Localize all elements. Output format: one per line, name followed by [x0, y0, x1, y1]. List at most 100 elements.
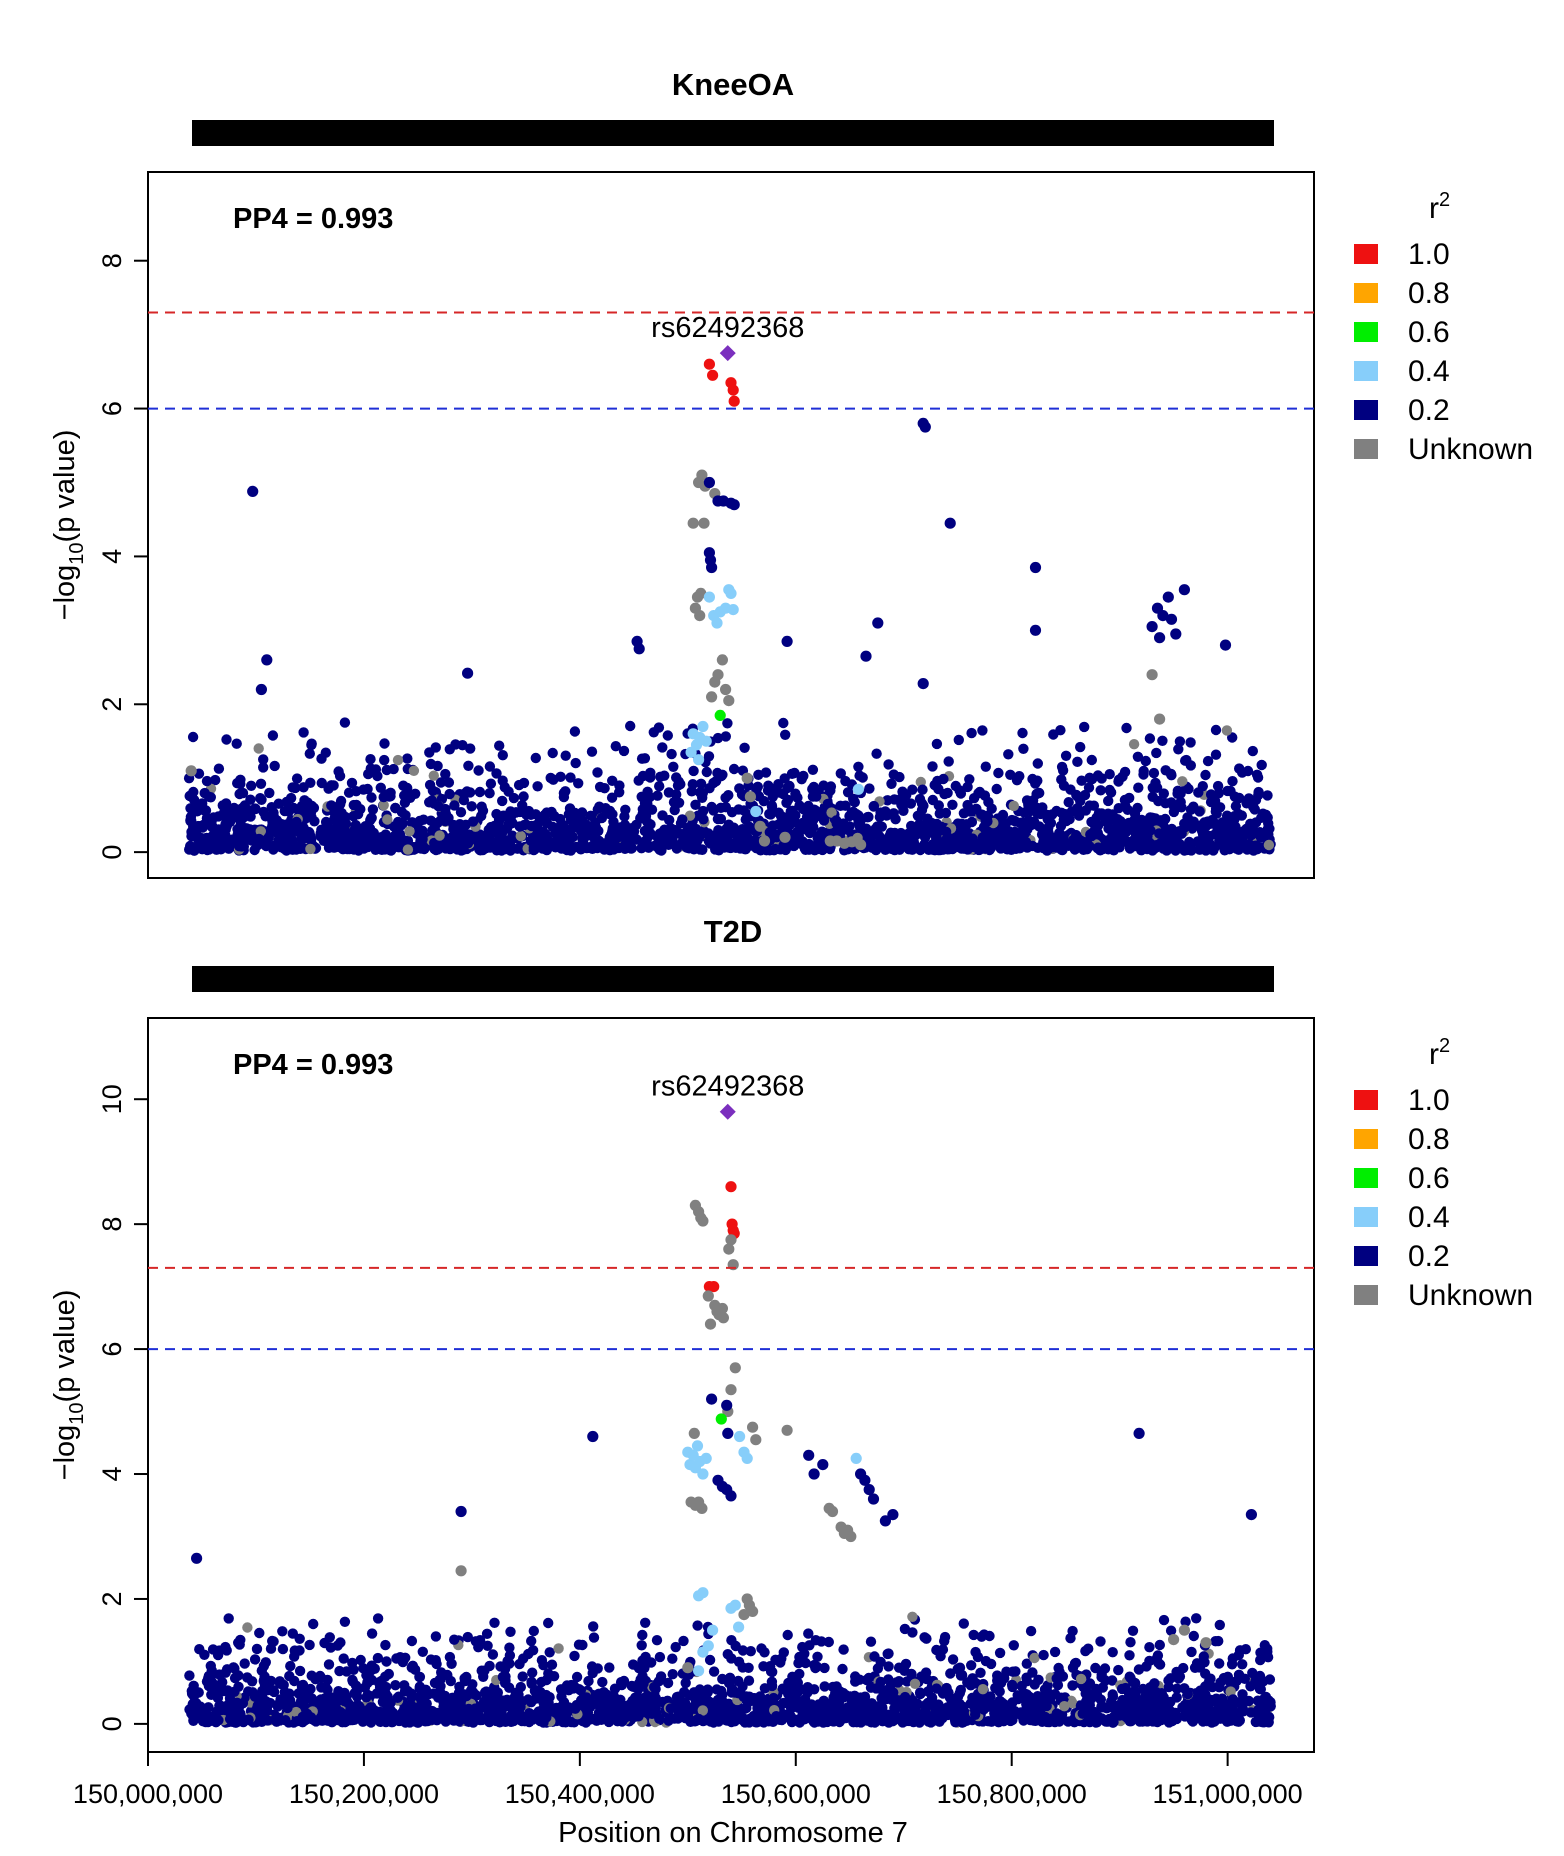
- snp-point-r02: [334, 807, 345, 819]
- legend-title: r2: [1429, 1035, 1450, 1071]
- snp-point-r02: [1103, 795, 1114, 807]
- snp-point-r02: [1234, 1645, 1246, 1656]
- snp-point-r02: [738, 805, 750, 816]
- snp-point-r02: [1245, 1509, 1257, 1521]
- snp-point-r02: [1174, 736, 1186, 747]
- snp-point-r02: [403, 1706, 414, 1717]
- snp-point-r02: [1003, 749, 1014, 760]
- snp-point-r02: [649, 840, 661, 851]
- snp-point-r02: [1200, 1693, 1212, 1704]
- snp-point-r02: [868, 1710, 879, 1722]
- snp-point-r02: [249, 1654, 261, 1665]
- snp-point-unk: [845, 1530, 857, 1543]
- snp-point-r02: [668, 761, 679, 772]
- snp-point-unk: [720, 683, 732, 696]
- snp-point-r02: [784, 1679, 795, 1691]
- snp-point-r02: [1083, 1694, 1095, 1706]
- snp-point-r02: [1067, 1625, 1078, 1637]
- snp-point-r02: [701, 766, 712, 778]
- snp-point-r02: [358, 1706, 369, 1718]
- snp-point-r02: [954, 1662, 966, 1673]
- snp-point-r02: [919, 1700, 931, 1711]
- legend-label: 1.0: [1408, 238, 1450, 271]
- snp-point-r02: [1149, 1678, 1160, 1689]
- snp-point-r10: [725, 1181, 737, 1193]
- snp-point-r02: [201, 775, 213, 787]
- snp-point-r02: [740, 814, 751, 825]
- snp-point-r02: [1168, 806, 1180, 818]
- snp-point-r02: [576, 807, 588, 818]
- snp-point-r02: [377, 843, 388, 854]
- snp-point-r02: [724, 1672, 736, 1684]
- snp-point-unk: [826, 1505, 839, 1518]
- x-axis-title: Position on Chromosome 7: [558, 1817, 908, 1849]
- snp-point-r02: [375, 782, 386, 793]
- snp-point-r02: [235, 824, 247, 835]
- snp-point-r02: [832, 1698, 843, 1709]
- snp-point-r02: [438, 1697, 449, 1708]
- snp-point-r02: [399, 790, 410, 801]
- snp-point-r02: [198, 834, 209, 846]
- snp-point-r04: [697, 1468, 709, 1480]
- snp-point-r02: [983, 1716, 994, 1727]
- snp-point-r02: [609, 1683, 621, 1694]
- snp-point-r02: [720, 731, 731, 742]
- snp-point-r02: [304, 1639, 315, 1651]
- snp-point-unk: [716, 1302, 729, 1315]
- snp-point-r02: [940, 807, 952, 819]
- snp-point-r10: [728, 395, 740, 407]
- snp-point-r02: [282, 804, 293, 815]
- snp-point-r02: [351, 799, 362, 811]
- snp-point-r02: [449, 841, 460, 852]
- snp-point-r02: [637, 1629, 648, 1641]
- snp-point-r02: [1214, 1682, 1225, 1693]
- snp-point-r02: [730, 842, 742, 853]
- snp-point-r02: [898, 799, 910, 810]
- snp-point-r02: [741, 1702, 752, 1714]
- snp-point-r02: [859, 1474, 871, 1486]
- snp-point-r02: [849, 797, 860, 808]
- snp-point-r04: [697, 720, 709, 733]
- snp-point-r02: [1264, 1674, 1276, 1685]
- snp-point-r02: [366, 1628, 378, 1639]
- x-tick-label: 151,000,000: [1153, 1779, 1303, 1809]
- legend-label: 0.4: [1408, 355, 1450, 388]
- snp-point-r02: [284, 1670, 295, 1682]
- snp-point-r02: [425, 758, 437, 770]
- snp-point-r02: [728, 499, 740, 511]
- snp-point-r02: [393, 1691, 404, 1702]
- snp-point-r02: [527, 1667, 538, 1678]
- snp-point-r02: [712, 732, 724, 744]
- snp-point-r02: [1154, 632, 1166, 644]
- snp-point-r02: [641, 805, 652, 816]
- snp-point-r02: [604, 1662, 615, 1673]
- snp-point-unk: [1178, 1624, 1190, 1636]
- snp-point-r02: [489, 826, 501, 837]
- snp-point-r02: [857, 772, 868, 783]
- snp-point-r02: [278, 819, 290, 831]
- snp-point-r02: [523, 1648, 534, 1660]
- snp-point-r02: [544, 1647, 555, 1658]
- snp-point-unk: [697, 1215, 709, 1227]
- snp-point-r02: [933, 800, 944, 811]
- snp-point-unk: [1225, 1686, 1236, 1697]
- snp-point-r02: [517, 1671, 528, 1682]
- legend-swatch: [1354, 1207, 1378, 1227]
- snp-point-r02: [756, 1697, 768, 1709]
- snp-point-r02: [186, 831, 197, 842]
- snp-point-r02: [822, 798, 833, 810]
- snp-point-r02: [740, 828, 751, 840]
- snp-point-r02: [560, 750, 571, 761]
- y-axis-label: −log10(p value): [49, 1290, 88, 1481]
- snp-point-unk: [1221, 725, 1233, 736]
- snp-point-r02: [799, 1648, 810, 1660]
- snp-point-r02: [606, 792, 618, 803]
- snp-point-unk: [704, 1318, 717, 1330]
- snp-point-r02: [1158, 1614, 1170, 1626]
- snp-point-r02: [473, 765, 484, 776]
- snp-point-r02: [294, 1665, 306, 1677]
- snp-point-r02: [417, 834, 428, 845]
- snp-point-r02: [1075, 741, 1086, 753]
- snp-point-r02: [599, 842, 610, 853]
- snp-point-r02: [449, 800, 460, 811]
